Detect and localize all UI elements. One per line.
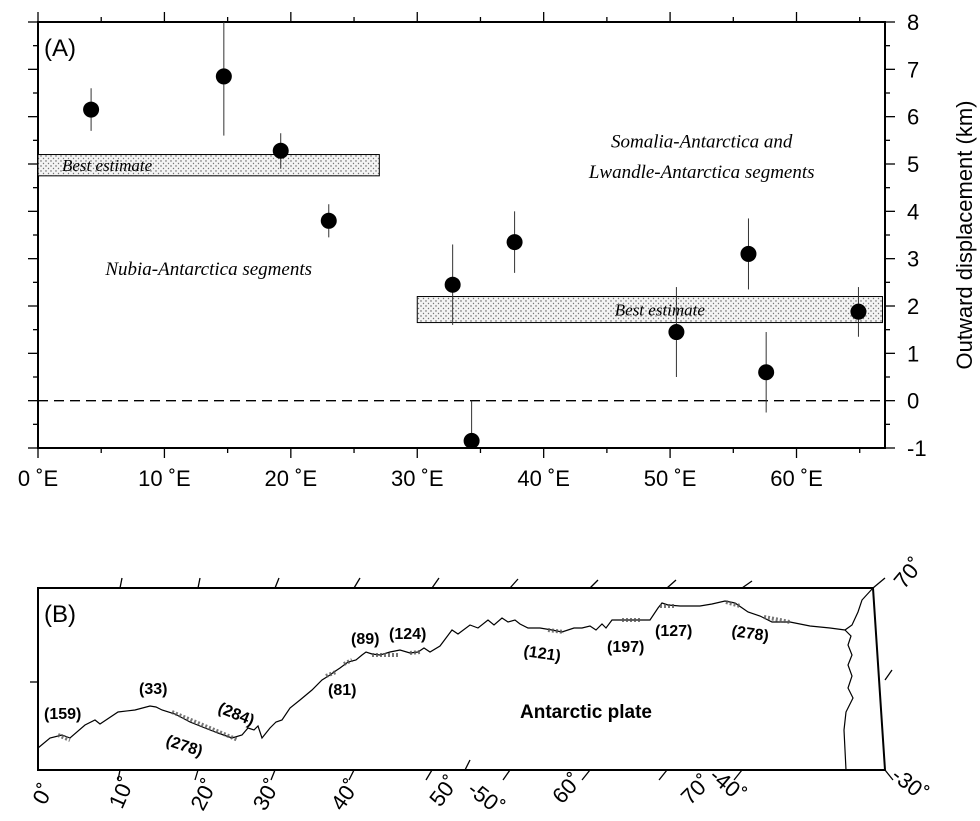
data-point xyxy=(83,101,100,118)
x-tick-label: 0 ˚E xyxy=(18,466,58,491)
segment-label: (81) xyxy=(328,682,356,699)
data-point xyxy=(215,68,232,85)
map-frame-ticks xyxy=(30,577,894,781)
x-tick-label: 60 ˚E xyxy=(770,466,823,491)
map-tick-label: -50˚ xyxy=(463,776,509,820)
data-point xyxy=(850,303,867,320)
panel-b-map: (159) (33) (278) (284) (81) (89) (124) (… xyxy=(27,553,933,820)
x-tick-label: 50 ˚E xyxy=(644,466,697,491)
map-tick-label: 70˚ xyxy=(889,553,929,593)
map-tick-label: 20˚ xyxy=(185,775,222,815)
y-tick-label: 8 xyxy=(907,10,919,35)
x-tick-label: 20 ˚E xyxy=(265,466,318,491)
map-tick-label: 40˚ xyxy=(326,774,365,814)
y-tick-label: 3 xyxy=(907,247,919,272)
y-axis-title: Outward displacement (km) xyxy=(952,101,977,370)
data-point xyxy=(444,276,461,293)
segment-label: (127) xyxy=(655,623,692,640)
plate-label: Antarctic plate xyxy=(520,702,652,723)
data-point xyxy=(463,432,480,449)
segment-label: (121) xyxy=(522,643,561,665)
data-point xyxy=(506,234,523,251)
y-tick-label: 7 xyxy=(907,57,919,82)
y-tick-label: 6 xyxy=(907,105,919,130)
segment-hatches xyxy=(57,600,791,742)
x-tick-label: 40 ˚E xyxy=(517,466,570,491)
region-annotation: Somalia-Antarctica and xyxy=(611,131,793,152)
best-estimate-band xyxy=(416,296,883,324)
y-tick-label: 0 xyxy=(907,389,919,414)
panel-a-frame xyxy=(37,21,886,449)
y-tick-label: 2 xyxy=(907,294,919,319)
segment-label: (33) xyxy=(139,681,167,698)
segment-label: (278) xyxy=(164,733,205,761)
plate-boundary-line xyxy=(843,587,874,771)
segment-label: (89) xyxy=(351,631,379,648)
region-annotation: Nubia-Antarctica segments xyxy=(104,259,312,280)
x-tick-label: 30 ˚E xyxy=(391,466,444,491)
best-estimate-bands: Best estimate Best estimate xyxy=(37,154,883,324)
y-tick-label: 1 xyxy=(907,341,919,366)
data-point xyxy=(758,364,775,381)
segment-label: (197) xyxy=(607,639,644,656)
map-tick-label: 60˚ xyxy=(547,768,587,808)
segment-label: (284) xyxy=(216,700,257,730)
segment-label: (124) xyxy=(389,626,426,643)
x-tick-label: 10 ˚E xyxy=(138,466,191,491)
ridge-axis-line xyxy=(37,600,846,749)
map-tick-label: -30˚ xyxy=(887,762,933,806)
best-estimate-label: Best estimate xyxy=(615,301,706,320)
best-estimate-band xyxy=(37,154,380,177)
segment-labels: (159) (33) (278) (284) (81) (89) (124) (… xyxy=(44,623,770,760)
region-annotation: Lwandle-Antarctica segments xyxy=(588,162,815,183)
segment-label: (159) xyxy=(44,706,81,723)
segment-label: (278) xyxy=(730,623,769,645)
y-tick-label: 5 xyxy=(907,152,919,177)
map-tick-label: 30˚ xyxy=(248,774,286,814)
data-point xyxy=(668,324,685,341)
y-tick-label: 4 xyxy=(907,199,919,224)
panel-a-scatter-chart: 0 ˚E 10 ˚E 20 ˚E 30 ˚E 40 ˚E 50 ˚E 60 ˚E -1 0 1 2 3… xyxy=(18,10,977,491)
map-tick-label: 50˚ xyxy=(424,771,463,811)
annotations: Nubia-Antarctica segments Somalia-Antarct… xyxy=(104,131,814,280)
y-tick-label: -1 xyxy=(907,436,927,461)
panel-a-ticks: 0 ˚E 10 ˚E 20 ˚E 30 ˚E 40 ˚E 50 ˚E 60 ˚E -1 0 1 2 3… xyxy=(18,10,927,491)
data-points xyxy=(83,22,867,449)
map-tick-label: 10˚ xyxy=(104,773,140,812)
panel-a-label: (A) xyxy=(44,35,76,62)
data-point xyxy=(320,212,337,229)
data-point xyxy=(740,245,757,262)
data-point xyxy=(272,142,289,159)
map-tick-label: 0˚ xyxy=(27,779,58,808)
panel-b-label: (B) xyxy=(44,601,76,628)
best-estimate-label: Best estimate xyxy=(62,156,153,175)
